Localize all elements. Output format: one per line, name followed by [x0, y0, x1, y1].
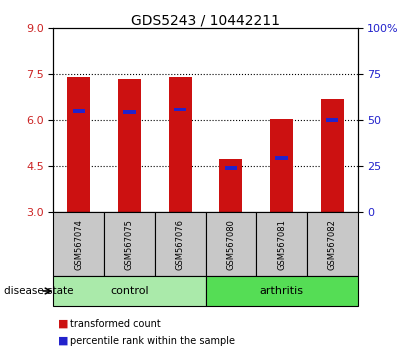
Bar: [321, 99, 344, 212]
Text: GSM567080: GSM567080: [226, 219, 236, 270]
Bar: [219, 159, 242, 212]
Bar: [169, 78, 192, 212]
Bar: [123, 110, 136, 114]
Bar: [275, 156, 288, 160]
Bar: [67, 78, 90, 212]
Title: GDS5243 / 10442211: GDS5243 / 10442211: [131, 13, 280, 27]
Bar: [53, 276, 206, 306]
Bar: [118, 79, 141, 212]
Bar: [155, 212, 206, 276]
Bar: [104, 212, 155, 276]
Text: ■: ■: [58, 319, 68, 329]
Bar: [206, 276, 358, 306]
Text: arthritis: arthritis: [259, 286, 304, 296]
Text: percentile rank within the sample: percentile rank within the sample: [70, 336, 235, 346]
Bar: [326, 118, 339, 121]
Bar: [72, 109, 85, 113]
Bar: [270, 119, 293, 212]
Text: GSM567081: GSM567081: [277, 219, 286, 270]
Bar: [256, 212, 307, 276]
Bar: [174, 108, 187, 112]
Text: ■: ■: [58, 336, 68, 346]
Text: GSM567075: GSM567075: [125, 219, 134, 270]
Bar: [206, 212, 256, 276]
Text: GSM567082: GSM567082: [328, 219, 337, 270]
Bar: [307, 212, 358, 276]
Text: transformed count: transformed count: [70, 319, 161, 329]
Bar: [224, 166, 237, 170]
Text: GSM567074: GSM567074: [74, 219, 83, 270]
Text: control: control: [110, 286, 149, 296]
Text: disease state: disease state: [4, 286, 74, 296]
Bar: [53, 212, 104, 276]
Text: GSM567076: GSM567076: [175, 219, 185, 270]
